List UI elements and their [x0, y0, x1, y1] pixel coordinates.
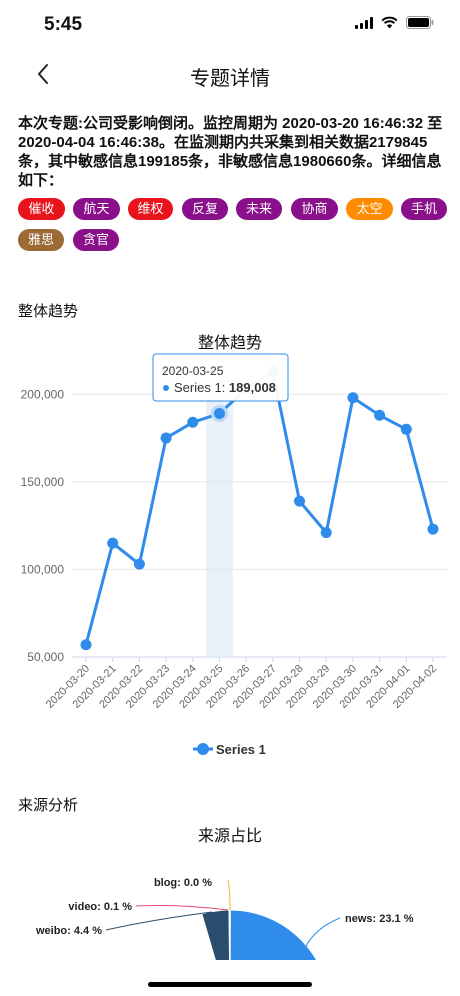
keyword-tag[interactable]: 反复	[182, 198, 228, 220]
pie-slice-news[interactable]	[229, 909, 329, 960]
x-axis-labels: 2020-03-202020-03-212020-03-222020-03-23…	[44, 657, 439, 711]
keyword-tag[interactable]: 维权	[128, 198, 173, 220]
y-tick-label: 150,000	[21, 475, 65, 489]
signal-icon	[355, 16, 373, 29]
home-indicator	[148, 982, 312, 987]
wifi-icon	[381, 16, 398, 29]
page-title: 专题详情	[190, 68, 270, 90]
chart-gridlines	[72, 393, 447, 658]
data-point[interactable]	[133, 558, 145, 570]
data-point[interactable]	[374, 409, 386, 421]
back-button[interactable]	[30, 60, 60, 90]
data-point[interactable]	[347, 392, 359, 404]
pie-connector-news	[304, 917, 341, 949]
data-point[interactable]	[210, 405, 228, 423]
tooltip-date: 2020-03-25	[162, 364, 224, 378]
pie-connector-video	[135, 905, 229, 911]
navigation-bar: 专题详情	[0, 50, 460, 98]
pie-label-video: video: 0.1 %	[68, 901, 132, 913]
data-point[interactable]	[107, 537, 119, 549]
keyword-tag[interactable]: 太空	[346, 198, 393, 220]
tooltip-series-label: Series 1:	[174, 380, 229, 395]
pie-connector-blog	[227, 879, 231, 911]
chart-tooltip: 2020-03-25 Series 1: 189,008	[152, 353, 289, 402]
legend-marker	[197, 743, 209, 755]
pie-slices	[201, 909, 329, 960]
source-chart-title: 来源占比	[197, 828, 262, 845]
data-point[interactable]	[427, 523, 439, 535]
keyword-tag[interactable]: 协商	[291, 198, 338, 220]
source-pie-chart[interactable]: news: 23.1 % weibo: 4.4 % video: 0.1 % blog…	[0, 860, 460, 960]
svg-text:Series 1: 189,008: Series 1: 189,008	[174, 380, 276, 395]
series-1-points	[80, 366, 439, 651]
status-bar: 5:45	[0, 0, 460, 50]
y-tick-label: 50,000	[27, 650, 64, 664]
battery-icon	[406, 16, 434, 29]
pie-label-weibo: weibo: 4.4 %	[35, 925, 102, 937]
status-time: 5:45	[44, 14, 83, 35]
pie-labels: news: 23.1 % weibo: 4.4 % video: 0.1 % blog…	[35, 877, 414, 949]
source-section-title: 来源分析	[18, 797, 79, 814]
trend-chart[interactable]: 50,000 100,000 150,000 200,000 2020-03-2020…	[0, 350, 460, 770]
chart-legend[interactable]: Series 1	[193, 742, 266, 757]
trend-chart-title: 整体趋势	[197, 335, 262, 352]
chevron-left-icon	[38, 64, 48, 84]
pie-label-blog: blog: 0.0 %	[154, 877, 212, 889]
tooltip-series-marker	[163, 385, 169, 391]
data-point[interactable]	[187, 416, 199, 428]
tooltip-value: 189,008	[229, 380, 276, 395]
data-point[interactable]	[400, 423, 412, 435]
pie-connector-weibo	[105, 911, 213, 931]
pie-slice-weibo[interactable]	[201, 909, 231, 960]
keyword-tag[interactable]: 未来	[236, 198, 282, 220]
pie-label-news: news: 23.1 %	[345, 913, 414, 925]
status-icons	[355, 16, 434, 29]
legend-series-label: Series 1	[216, 742, 266, 757]
data-point[interactable]	[160, 432, 172, 444]
keyword-tag[interactable]: 手机	[401, 198, 447, 220]
keyword-tag[interactable]: 航天	[73, 198, 120, 220]
y-tick-label: 200,000	[21, 387, 65, 401]
trend-section-title: 整体趋势	[18, 303, 79, 320]
keyword-tag[interactable]: 催收	[18, 198, 65, 220]
keyword-tag[interactable]: 贪官	[73, 229, 119, 251]
keyword-tag[interactable]: 雅思	[18, 229, 64, 251]
topic-summary: 本次专题:公司受影响倒闭。监控周期为 2020-03-20 16:46:32 至…	[18, 115, 443, 189]
data-point[interactable]	[80, 639, 92, 651]
data-point[interactable]	[320, 527, 332, 539]
data-point[interactable]	[294, 495, 306, 507]
y-tick-label: 100,000	[21, 562, 65, 576]
y-axis-labels: 50,000 100,000 150,000 200,000	[21, 387, 65, 664]
